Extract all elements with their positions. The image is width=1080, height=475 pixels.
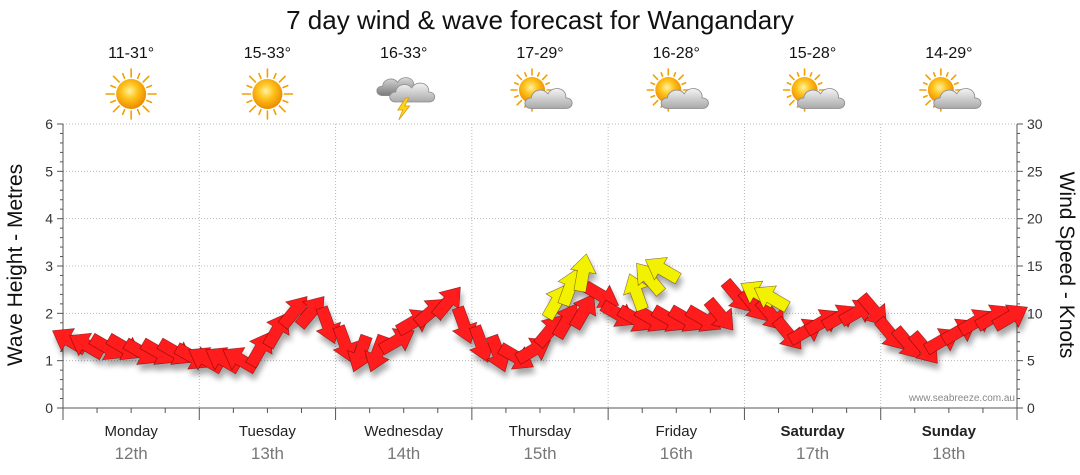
- sun-icon: [241, 68, 294, 120]
- right-tick-label: 20: [1027, 211, 1043, 227]
- left-axis-title: Wave Height - Metres: [4, 164, 27, 366]
- wind-arrow: [377, 328, 415, 356]
- date-label: 17th: [796, 444, 829, 463]
- right-tick-label: 0: [1027, 400, 1035, 416]
- temperature-range: 14-29°: [925, 45, 972, 62]
- wind-arrow: [451, 305, 478, 344]
- wind-arrow: [222, 347, 260, 375]
- chart-title: 7 day wind & wave forecast for Wangandar…: [286, 5, 794, 35]
- wind-arrow: [753, 285, 791, 313]
- left-tick-label: 6: [45, 116, 53, 132]
- date-label: 18th: [932, 444, 965, 463]
- day-label: Thursday: [509, 423, 572, 440]
- temperature-range: 16-28°: [653, 45, 700, 62]
- credit-text: www.seabreeze.com.au: [908, 393, 1015, 404]
- day-label: Saturday: [780, 423, 845, 440]
- left-tick-label: 3: [45, 258, 53, 274]
- wind-arrow: [568, 293, 597, 331]
- wind-arrows: [52, 253, 1028, 375]
- right-axis-title: Wind Speed - Knots: [1055, 172, 1078, 359]
- left-tick-label: 0: [45, 400, 53, 416]
- date-label: 15th: [523, 444, 556, 463]
- left-tick-label: 5: [45, 163, 53, 179]
- left-tick-label: 1: [45, 353, 53, 369]
- day-label: Monday: [104, 423, 158, 440]
- left-tick-label: 2: [45, 305, 53, 321]
- temperature-range: 15-33°: [244, 45, 291, 62]
- partly-cloudy-icon: [646, 68, 709, 112]
- wind-arrow: [856, 292, 887, 326]
- temperature-range: 17-29°: [516, 45, 563, 62]
- partly-cloudy-icon: [510, 68, 573, 112]
- date-label: 13th: [251, 444, 284, 463]
- day-label: Tuesday: [239, 423, 296, 440]
- wind-arrow: [623, 273, 649, 312]
- wind-arrow: [644, 257, 682, 285]
- wind-arrow: [315, 305, 342, 344]
- wind-arrow: [991, 304, 1028, 332]
- wind-arrow: [69, 332, 106, 361]
- right-tick-label: 5: [1027, 353, 1035, 369]
- day-label: Wednesday: [364, 423, 443, 440]
- weather-icons: 11-31° 15-33° 16-33° 17-29° 16-28° 15-28° 14-2…: [105, 45, 982, 121]
- partly-cloudy-icon: [782, 68, 846, 112]
- left-tick-label: 4: [45, 211, 53, 227]
- temperature-range: 15-28°: [789, 45, 836, 62]
- sun-icon: [105, 68, 157, 120]
- day-label: Friday: [655, 423, 697, 440]
- date-label: 12th: [115, 444, 148, 463]
- right-tick-label: 10: [1027, 305, 1043, 321]
- storm-icon: [376, 77, 436, 121]
- partly-cloudy-icon: [919, 68, 982, 112]
- right-tick-label: 25: [1027, 163, 1043, 179]
- temperature-range: 16-33°: [380, 45, 427, 62]
- date-label: 14th: [387, 444, 420, 463]
- right-tick-label: 15: [1027, 258, 1043, 274]
- wind-arrow: [703, 296, 734, 331]
- right-tick-label: 30: [1027, 116, 1043, 132]
- axes: 0 1 2 3 4 5 6 0 5 10 15 20 25 30 Monday 12th Tuesday 13th…: [45, 116, 1043, 463]
- temperature-range: 11-31°: [108, 45, 154, 62]
- wind-arrow: [569, 253, 597, 293]
- day-label: Sunday: [922, 423, 977, 440]
- date-label: 16th: [660, 444, 693, 463]
